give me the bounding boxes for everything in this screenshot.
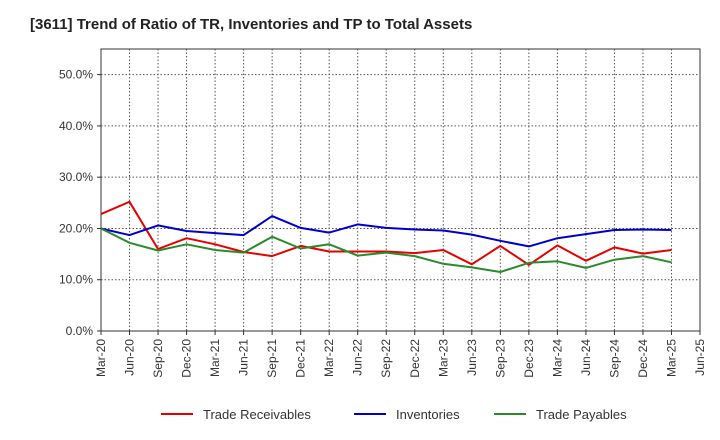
x-tick-label: Jun-22 <box>351 339 365 376</box>
x-tick-label: Jun-20 <box>123 339 137 376</box>
x-tick-label: Sep-24 <box>607 339 621 378</box>
series-line-trade-receivables <box>100 200 672 266</box>
series-line-inventories <box>100 215 672 248</box>
x-tick-label: Mar-22 <box>322 339 336 377</box>
y-tick-label: 50.0% <box>59 68 93 82</box>
x-tick-label: Dec-22 <box>408 339 422 378</box>
y-tick-label: 40.0% <box>59 119 93 133</box>
y-tick-label: 20.0% <box>59 221 93 235</box>
y-tick-label: 30.0% <box>59 170 93 184</box>
x-tick-label: Jun-25 <box>693 339 707 376</box>
x-tick-label: Jun-21 <box>237 339 251 376</box>
legend-label: Trade Payables <box>536 407 627 422</box>
x-tick-label: Mar-24 <box>550 339 564 377</box>
plot-frame <box>100 48 701 332</box>
x-tick-label: Mar-23 <box>436 339 450 377</box>
x-tick-label: Dec-21 <box>294 339 308 378</box>
x-tick-label: Mar-25 <box>664 339 678 377</box>
x-tick-label: Sep-21 <box>265 339 279 378</box>
x-tick-label: Jun-23 <box>465 339 479 376</box>
x-tick-label: Jun-24 <box>579 339 593 376</box>
legend-label: Inventories <box>396 407 460 422</box>
x-tick-label: Dec-20 <box>180 339 194 378</box>
x-tick-label: Dec-24 <box>636 339 650 378</box>
x-tick-label: Dec-23 <box>522 339 536 378</box>
y-tick-label: 0.0% <box>66 324 94 338</box>
y-tick-label: 10.0% <box>59 273 93 287</box>
x-tick-label: Sep-22 <box>379 339 393 378</box>
x-tick-label: Sep-20 <box>151 339 165 378</box>
x-tick-label: Sep-23 <box>493 339 507 378</box>
x-tick-label: Mar-21 <box>208 339 222 377</box>
chart-title: [3611] Trend of Ratio of TR, Inventories… <box>30 16 473 33</box>
series-line-trade-payables <box>100 227 672 273</box>
x-tick-label: Mar-20 <box>94 339 108 377</box>
legend-label: Trade Receivables <box>203 407 311 422</box>
